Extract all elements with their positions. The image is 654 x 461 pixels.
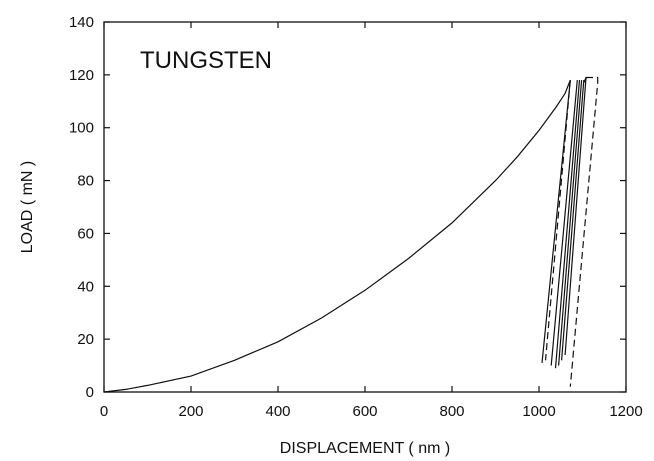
y-tick-label: 60 bbox=[77, 225, 94, 242]
x-tick-label: 800 bbox=[439, 403, 464, 420]
unloading-curve bbox=[550, 80, 578, 366]
x-tick-label: 1200 bbox=[609, 403, 642, 420]
unloading-curve bbox=[554, 80, 581, 369]
x-tick-label: 600 bbox=[352, 403, 377, 420]
x-tick-label: 1000 bbox=[522, 403, 555, 420]
x-axis-title: DISPLACEMENT ( nm ) bbox=[280, 440, 450, 457]
x-tick-label: 0 bbox=[100, 403, 108, 420]
y-tick-label: 40 bbox=[77, 278, 94, 295]
y-tick-label: 80 bbox=[77, 173, 94, 190]
y-tick-label: 20 bbox=[77, 331, 94, 348]
unloading-curve bbox=[541, 80, 571, 363]
y-tick-label: 120 bbox=[69, 67, 94, 84]
y-axis-title: LOAD ( mN ) bbox=[19, 161, 36, 253]
loading-curve bbox=[103, 79, 571, 393]
unloading-curve bbox=[564, 77, 587, 356]
x-tick-label: 200 bbox=[178, 403, 203, 420]
chart-annotation: TUNGSTEN bbox=[140, 47, 272, 74]
x-tick-label: 400 bbox=[265, 403, 290, 420]
unloading-curve bbox=[569, 76, 599, 387]
y-tick-label: 0 bbox=[86, 384, 94, 401]
unloading-curve bbox=[544, 80, 571, 361]
x-axis: 0 200 400 600 800 1000 1200 bbox=[100, 22, 643, 420]
y-tick-label: 140 bbox=[69, 14, 94, 31]
y-tick-label: 100 bbox=[69, 120, 94, 137]
data-curves bbox=[103, 76, 599, 393]
unloading-curve bbox=[561, 80, 585, 361]
unloading-curve bbox=[558, 80, 583, 366]
y-axis: 0 20 40 60 80 100 120 140 bbox=[69, 14, 626, 401]
